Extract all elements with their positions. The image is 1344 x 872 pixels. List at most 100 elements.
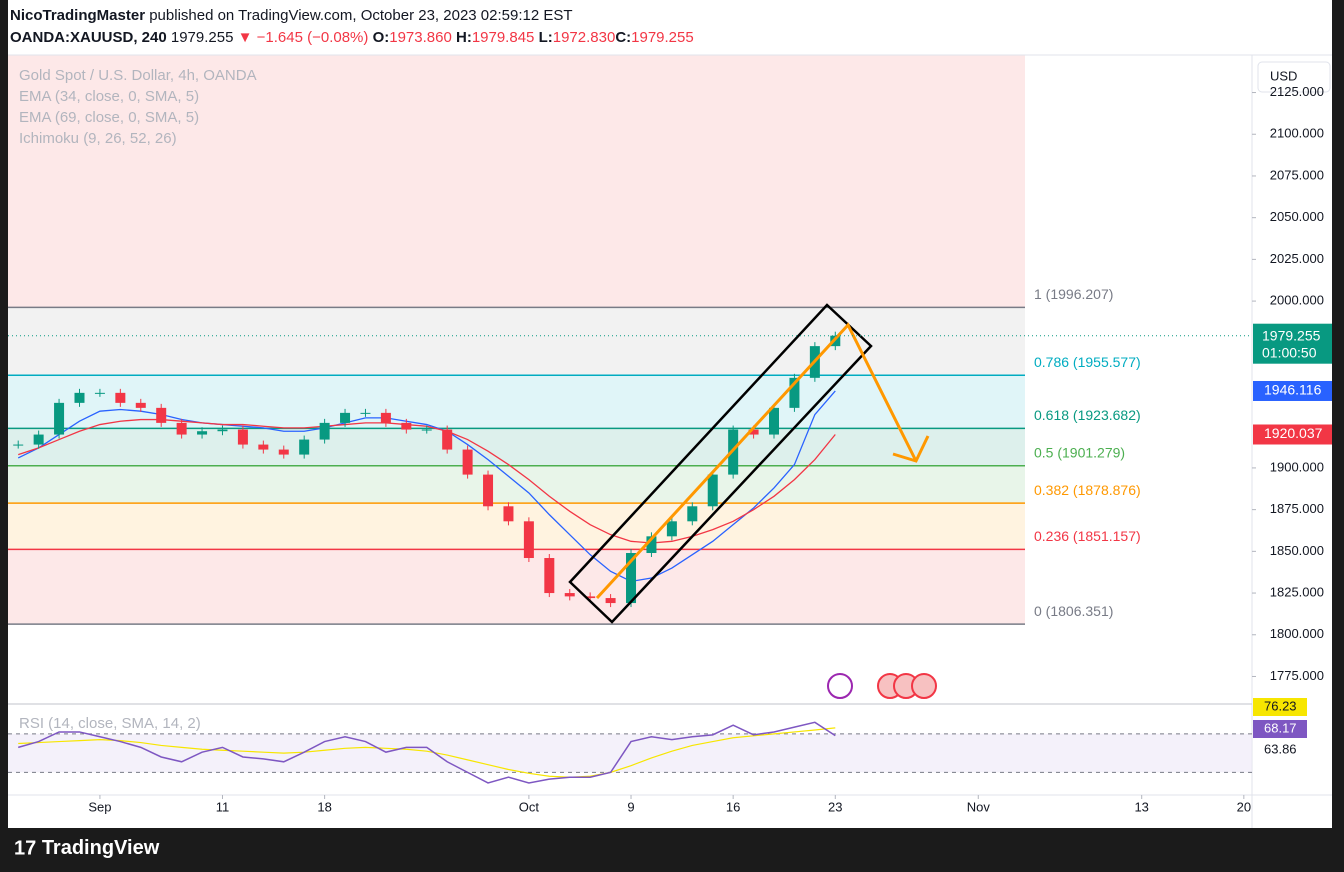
candle xyxy=(523,521,534,559)
fib-zone xyxy=(8,503,1025,550)
fib-label: 0.5 (1901.279) xyxy=(1034,444,1125,460)
footer xyxy=(0,828,1344,872)
event-icon[interactable] xyxy=(827,673,853,699)
candle xyxy=(360,412,371,414)
channel-drawing xyxy=(568,303,873,624)
low: 1972.830 xyxy=(553,29,616,46)
rsi-line xyxy=(18,727,836,778)
flag-icon[interactable] xyxy=(911,673,937,699)
x-tick-label: Sep xyxy=(88,799,111,814)
ema-badge xyxy=(1253,424,1332,445)
brand-name: TradingView xyxy=(42,837,160,859)
fib-label: 0.618 (1923.682) xyxy=(1034,407,1141,423)
candle xyxy=(33,434,44,445)
rsi-line xyxy=(18,721,836,784)
quote: OANDA:XAUUSD, 240 1979.255 ▼ −1.645 (−0.… xyxy=(10,29,694,46)
price-badge xyxy=(1253,323,1332,364)
x-tick-label: 20 xyxy=(1237,799,1251,814)
candle xyxy=(401,422,412,430)
legend-ichimoku: Ichimoku (9, 26, 52, 26) xyxy=(19,130,177,147)
fib-label: 0.786 (1955.577) xyxy=(1034,354,1141,370)
fib-zone xyxy=(8,549,1025,625)
fib-label: 0.382 (1878.876) xyxy=(1034,482,1141,498)
x-tick-label: Nov xyxy=(967,799,991,814)
h-label: H: xyxy=(456,29,472,46)
x-tick-label: 11 xyxy=(216,799,230,814)
candle xyxy=(217,429,228,432)
brand: 17 TradingView xyxy=(14,837,160,859)
y-tick-label: 1825.000 xyxy=(1270,584,1324,599)
candle xyxy=(237,429,248,445)
price-badge-label: 1979.255 xyxy=(1262,327,1321,343)
candle xyxy=(626,553,637,604)
published: published on TradingView.com, October 23… xyxy=(149,7,572,24)
author: NicoTradingMaster xyxy=(10,7,145,24)
candle xyxy=(135,402,146,408)
o-label: O: xyxy=(373,29,390,46)
fib-zone xyxy=(8,428,1025,466)
x-tick-label: 23 xyxy=(828,799,842,814)
candle xyxy=(54,402,65,435)
rsi-extra-label: 63.86 xyxy=(1264,741,1297,756)
y-tick-label: 1900.000 xyxy=(1270,459,1324,474)
candle xyxy=(605,598,616,604)
candle xyxy=(483,474,494,507)
candle xyxy=(156,407,167,423)
x-tick-label: 18 xyxy=(317,799,331,814)
candle xyxy=(503,506,514,522)
x-tick-label: 13 xyxy=(1134,799,1148,814)
fib-label: 0 (1806.351) xyxy=(1034,603,1113,619)
rsi-title: RSI (14, close, SMA, 14, 2) xyxy=(19,715,201,732)
ema-line xyxy=(17,390,836,583)
legend-ema34: EMA (34, close, 0, SMA, 5) xyxy=(19,88,199,105)
x-tick-label: 9 xyxy=(627,799,634,814)
candle xyxy=(278,449,289,455)
y-tick-label: 2075.000 xyxy=(1270,167,1324,182)
fib-zone xyxy=(8,55,1025,308)
y-tick-label: 2125.000 xyxy=(1270,84,1324,99)
currency: USD xyxy=(1270,68,1297,83)
y-tick-label: 1875.000 xyxy=(1270,501,1324,516)
candle xyxy=(197,431,208,435)
x-tick-label: Oct xyxy=(519,799,540,814)
legend-title: Gold Spot / U.S. Dollar, 4h, OANDA xyxy=(19,67,257,84)
y-tick-label: 1850.000 xyxy=(1270,543,1324,558)
fib-label: 0.236 (1851.157) xyxy=(1034,528,1141,544)
fib-zone xyxy=(8,375,1025,429)
rsi-badge-label: 68.17 xyxy=(1264,720,1297,735)
candle xyxy=(442,429,453,450)
fib-zone xyxy=(8,307,1025,376)
candle xyxy=(707,474,718,507)
y-tick-label: 2100.000 xyxy=(1270,126,1324,141)
y-tick-label: 2025.000 xyxy=(1270,251,1324,266)
candle xyxy=(666,521,677,537)
rsi-badge xyxy=(1253,720,1307,738)
candle xyxy=(94,392,105,394)
ema-badge-label: 1946.116 xyxy=(1264,382,1322,398)
candle xyxy=(340,412,351,423)
fib-label: 1 (1996.207) xyxy=(1034,286,1113,302)
countdown: 01:00:50 xyxy=(1262,344,1317,360)
ema-badge-label: 1920.037 xyxy=(1264,425,1323,441)
change: ▼ −1.645 (−0.08%) xyxy=(238,29,369,46)
candle xyxy=(380,412,391,423)
candle xyxy=(421,429,432,431)
candle xyxy=(544,558,555,594)
y-tick-label: 1800.000 xyxy=(1270,626,1324,641)
header: NicoTradingMaster published on TradingVi… xyxy=(10,7,573,24)
y-tick-label: 1775.000 xyxy=(1270,668,1324,683)
path-drawing xyxy=(595,322,918,600)
arrow-head xyxy=(892,435,930,463)
candle xyxy=(319,422,330,440)
candle xyxy=(299,439,310,455)
symbol: OANDA:XAUUSD, 240 xyxy=(10,29,167,46)
close: 1979.255 xyxy=(631,29,694,46)
candle xyxy=(258,444,269,450)
currency-button[interactable] xyxy=(1257,61,1331,93)
y-tick-label: 2000.000 xyxy=(1270,293,1324,308)
candle xyxy=(462,449,473,475)
candle xyxy=(564,593,575,597)
high: 1979.845 xyxy=(472,29,535,46)
candle xyxy=(585,596,596,599)
